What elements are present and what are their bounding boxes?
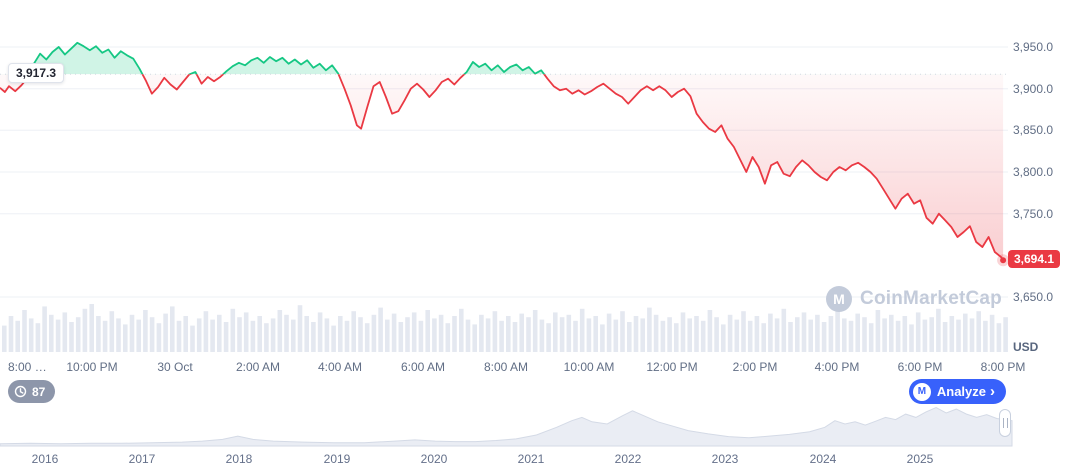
x-tick-label: 6:00 AM (400, 360, 446, 374)
grip-icon (1006, 418, 1008, 428)
x-tick-label: 2:00 AM (235, 360, 281, 374)
watermark: M CoinMarketCap (826, 286, 1002, 312)
x-tick-label: 4:00 AM (317, 360, 363, 374)
y-tick-label: 3,850.0 (1013, 123, 1054, 137)
analyze-label: Analyze (936, 384, 986, 399)
price-line-down (0, 74, 1004, 261)
timeline-year-label: 2025 (906, 452, 934, 466)
x-tick-label: 8:00 PM (980, 360, 1026, 374)
timeline-year-label: 2016 (31, 452, 59, 466)
watermark-text: CoinMarketCap (860, 288, 1002, 309)
x-tick-label: 8:00 … (8, 360, 47, 374)
coinmarketcap-logo-icon: M (826, 286, 853, 312)
history-clock-icon (14, 385, 27, 398)
open-price-label: 3,917.3 (8, 63, 65, 83)
currency-unit-label: USD (1013, 340, 1039, 354)
x-tick-label: 4:00 PM (814, 360, 860, 374)
volume-bars (2, 304, 1008, 352)
grip-icon (1002, 418, 1004, 428)
y-tick-label: 3,750.0 (1013, 207, 1054, 221)
chevron-right-icon: › (990, 383, 995, 400)
x-tick-label: 2:00 PM (732, 360, 778, 374)
timeline-year-label: 2023 (711, 452, 739, 466)
timeline-year-label: 2024 (809, 452, 837, 466)
x-tick-label: 30 Oct (157, 360, 193, 374)
timeline-year-label: 2019 (323, 452, 351, 466)
timeline-year-label: 2018 (225, 452, 253, 466)
y-tick-label: 3,950.0 (1013, 40, 1054, 54)
analyze-logo-icon: M (912, 382, 931, 401)
x-tick-label: 8:00 AM (483, 360, 529, 374)
history-count: 87 (32, 384, 46, 399)
timeline-year-label: 2017 (128, 452, 156, 466)
x-tick-label: 12:00 PM (646, 360, 698, 374)
timeline-year-label: 2020 (420, 452, 448, 466)
timeline-brush-handle[interactable] (999, 409, 1011, 437)
price-line-up (28, 41, 546, 75)
y-tick-label: 3,650.0 (1013, 290, 1054, 304)
x-tick-label: 10:00 AM (563, 360, 615, 374)
x-tick-label: 10:00 PM (66, 360, 118, 374)
timeline-year-label: 2021 (517, 452, 545, 466)
analyze-button[interactable]: M Analyze › (908, 379, 1006, 404)
gridlines (0, 46, 1008, 298)
minimap-area[interactable] (0, 406, 1013, 447)
price-area-down (0, 74, 1004, 261)
y-tick-label: 3,800.0 (1013, 165, 1054, 179)
y-tick-label: 3,900.0 (1013, 82, 1054, 96)
history-badge[interactable]: 87 (8, 380, 56, 403)
x-tick-label: 6:00 PM (897, 360, 943, 374)
last-price-label: 3,694.1 (1008, 250, 1061, 268)
timeline-year-label: 2022 (614, 452, 642, 466)
last-price-dot (1000, 257, 1007, 264)
